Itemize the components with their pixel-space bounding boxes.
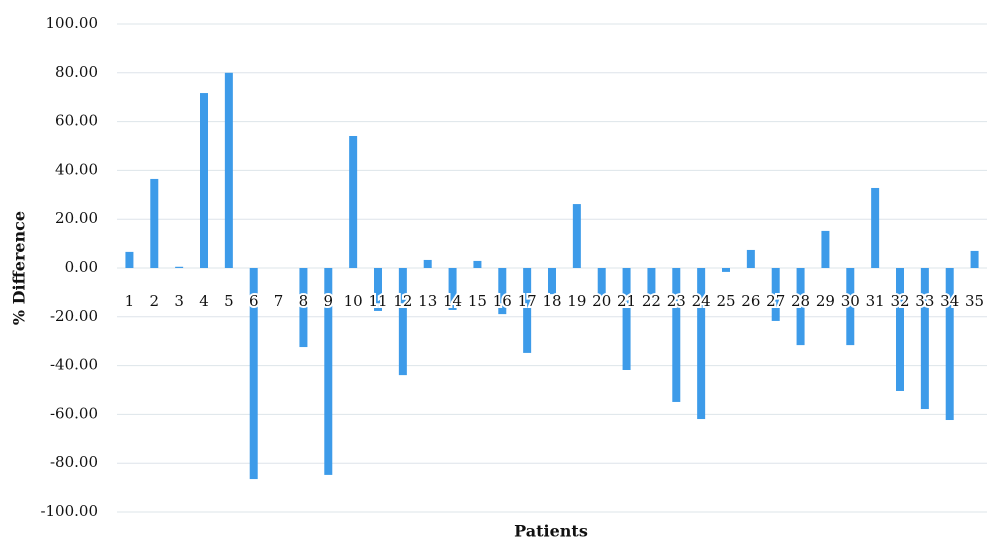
bar bbox=[374, 268, 382, 311]
x-tick-label: 3 bbox=[174, 292, 184, 310]
x-tick-label: 29 bbox=[816, 292, 835, 310]
bar bbox=[896, 268, 904, 391]
x-tick-label: 1 bbox=[125, 292, 135, 310]
x-tick-label: 8 bbox=[299, 292, 309, 310]
bar bbox=[299, 268, 308, 348]
bar bbox=[224, 72, 233, 268]
x-tick-label: 28 bbox=[791, 292, 810, 310]
bar bbox=[523, 268, 532, 353]
y-tick-label: -100.00 bbox=[40, 502, 98, 520]
bar bbox=[697, 268, 706, 420]
x-tick-label: 18 bbox=[542, 292, 561, 310]
bar bbox=[920, 268, 929, 410]
bar bbox=[398, 268, 407, 376]
x-tick-label: 26 bbox=[741, 292, 760, 310]
bar bbox=[249, 268, 258, 480]
bar bbox=[150, 178, 159, 268]
bar bbox=[771, 268, 780, 321]
bar bbox=[597, 268, 606, 300]
x-tick-label: 15 bbox=[468, 292, 487, 310]
y-tick-label: -80.00 bbox=[50, 453, 98, 471]
x-tick-label: 33 bbox=[915, 292, 934, 310]
x-tick-label: 34 bbox=[940, 292, 959, 310]
x-tick-label: 20 bbox=[592, 292, 611, 310]
x-tick-label: 27 bbox=[766, 292, 785, 310]
bar bbox=[125, 251, 134, 268]
y-tick-label: 40.00 bbox=[55, 160, 98, 178]
bar bbox=[846, 268, 855, 346]
x-axis-label: Patients bbox=[514, 522, 588, 541]
x-tick-label: 22 bbox=[642, 292, 661, 310]
x-tick-label: 4 bbox=[199, 292, 209, 310]
y-tick-label: -40.00 bbox=[50, 356, 98, 374]
x-tick-label: 16 bbox=[493, 292, 512, 310]
x-tick-label: 14 bbox=[443, 292, 462, 310]
bar bbox=[349, 135, 358, 268]
bar bbox=[324, 268, 333, 475]
x-tick-label: 5 bbox=[224, 292, 234, 310]
bar bbox=[572, 204, 581, 268]
x-tick-label: 31 bbox=[866, 292, 885, 310]
x-tick-label: 21 bbox=[617, 292, 636, 310]
x-tick-label: 11 bbox=[368, 292, 387, 310]
y-tick-label: -60.00 bbox=[50, 404, 98, 422]
x-tick-label: 13 bbox=[418, 292, 437, 310]
bar bbox=[672, 268, 681, 402]
x-tick-label: 25 bbox=[716, 292, 735, 310]
x-tick-label: 32 bbox=[890, 292, 909, 310]
bar bbox=[473, 260, 482, 268]
bar bbox=[622, 268, 631, 370]
x-tick-label: 10 bbox=[344, 292, 363, 310]
bar bbox=[448, 268, 457, 310]
bar bbox=[200, 93, 208, 268]
y-tick-label: 20.00 bbox=[55, 209, 98, 227]
bar bbox=[498, 268, 507, 315]
x-tick-label: 7 bbox=[274, 292, 284, 310]
y-tick-label: -20.00 bbox=[50, 307, 98, 325]
x-tick-label: 2 bbox=[150, 292, 160, 310]
y-tick-label: 100.00 bbox=[46, 14, 99, 32]
x-tick-label: 12 bbox=[393, 292, 412, 310]
x-tick-label: 6 bbox=[249, 292, 259, 310]
y-tick-label: 80.00 bbox=[55, 63, 98, 81]
x-tick-label: 17 bbox=[518, 292, 537, 310]
x-tick-label: 24 bbox=[692, 292, 711, 310]
y-axis-label: % Difference bbox=[10, 211, 29, 325]
x-tick-label: 23 bbox=[667, 292, 686, 310]
bar bbox=[871, 187, 880, 268]
bar bbox=[647, 268, 656, 300]
bar bbox=[722, 268, 730, 272]
x-tick-label: 30 bbox=[841, 292, 860, 310]
bar bbox=[945, 268, 954, 421]
x-tick-label: 9 bbox=[324, 292, 334, 310]
bar bbox=[175, 266, 184, 268]
bar bbox=[821, 230, 830, 268]
y-tick-label: 0.00 bbox=[65, 258, 98, 276]
bar bbox=[423, 259, 432, 268]
bar bbox=[970, 250, 979, 268]
bar bbox=[796, 268, 805, 346]
x-tick-label: 19 bbox=[567, 292, 586, 310]
bar bbox=[548, 268, 556, 295]
bar bbox=[746, 249, 755, 268]
y-tick-label: 60.00 bbox=[55, 112, 98, 130]
x-tick-label: 35 bbox=[965, 292, 984, 310]
